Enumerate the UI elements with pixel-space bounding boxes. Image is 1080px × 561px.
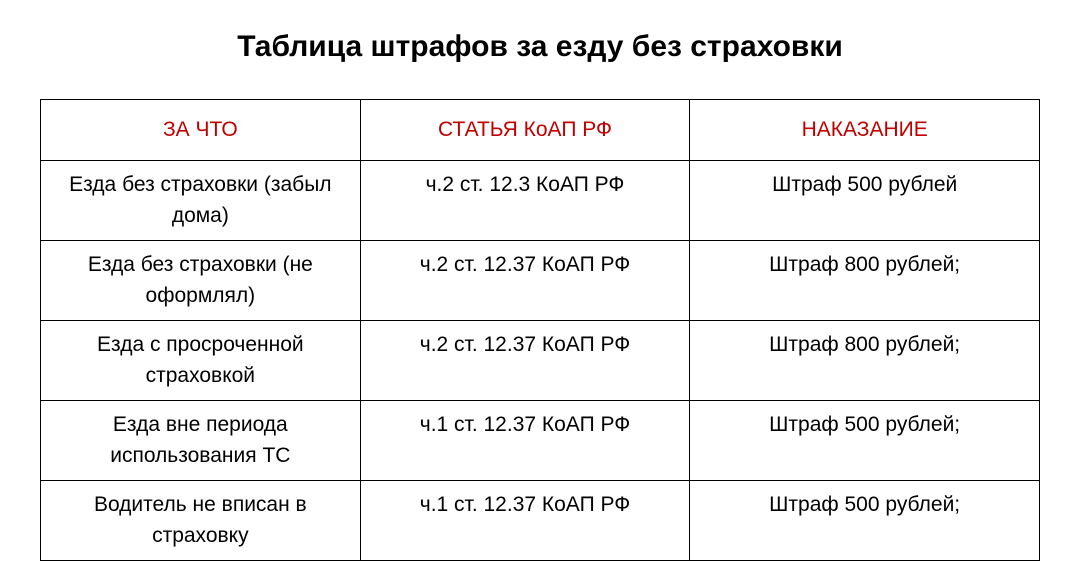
- table-row: Водитель не вписан в страховку ч.1 ст. 1…: [41, 480, 1040, 560]
- table-row: Езда вне периода использования ТС ч.1 ст…: [41, 400, 1040, 480]
- cell-reason: Езда без страховки (забыл дома): [41, 160, 361, 240]
- cell-reason: Езда вне периода использования ТС: [41, 400, 361, 480]
- cell-article: ч.2 ст. 12.37 КоАП РФ: [360, 240, 690, 320]
- cell-article: ч.2 ст. 12.3 КоАП РФ: [360, 160, 690, 240]
- header-penalty: НАКАЗАНИЕ: [690, 100, 1040, 161]
- cell-article: ч.1 ст. 12.37 КоАП РФ: [360, 480, 690, 560]
- cell-penalty: Штраф 500 рублей;: [690, 400, 1040, 480]
- cell-penalty: Штраф 800 рублей;: [690, 240, 1040, 320]
- cell-penalty: Штраф 500 рублей;: [690, 480, 1040, 560]
- cell-penalty: Штраф 500 рублей: [690, 160, 1040, 240]
- fines-table: ЗА ЧТО СТАТЬЯ КоАП РФ НАКАЗАНИЕ Езда без…: [40, 99, 1040, 561]
- header-reason: ЗА ЧТО: [41, 100, 361, 161]
- cell-reason: Езда с просроченной страховкой: [41, 320, 361, 400]
- table-row: Езда без страховки (забыл дома) ч.2 ст. …: [41, 160, 1040, 240]
- table-row: Езда без страховки (не оформлял) ч.2 ст.…: [41, 240, 1040, 320]
- table-header-row: ЗА ЧТО СТАТЬЯ КоАП РФ НАКАЗАНИЕ: [41, 100, 1040, 161]
- cell-reason: Водитель не вписан в страховку: [41, 480, 361, 560]
- table-row: Езда с просроченной страховкой ч.2 ст. 1…: [41, 320, 1040, 400]
- cell-article: ч.2 ст. 12.37 КоАП РФ: [360, 320, 690, 400]
- cell-penalty: Штраф 800 рублей;: [690, 320, 1040, 400]
- cell-article: ч.1 ст. 12.37 КоАП РФ: [360, 400, 690, 480]
- header-article: СТАТЬЯ КоАП РФ: [360, 100, 690, 161]
- page-title: Таблица штрафов за езду без страховки: [40, 30, 1040, 64]
- cell-reason: Езда без страховки (не оформлял): [41, 240, 361, 320]
